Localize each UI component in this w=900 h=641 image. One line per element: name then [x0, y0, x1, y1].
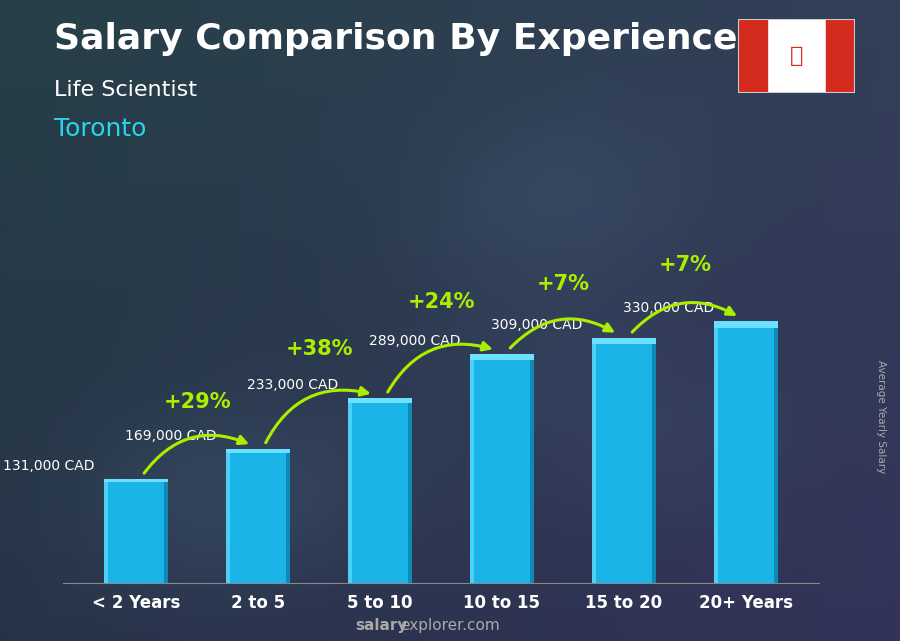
Text: salary: salary	[356, 619, 408, 633]
Text: explorer.com: explorer.com	[400, 619, 500, 633]
Bar	[471, 354, 534, 583]
Bar	[592, 338, 655, 583]
Bar	[592, 338, 655, 344]
Bar	[348, 399, 352, 583]
Bar	[652, 338, 655, 583]
Bar	[714, 321, 778, 583]
Bar	[471, 354, 534, 360]
Bar	[348, 399, 411, 403]
Bar	[164, 479, 168, 583]
Bar	[286, 449, 290, 583]
Text: 330,000 CAD: 330,000 CAD	[623, 301, 714, 315]
Bar	[408, 399, 411, 583]
Bar	[227, 449, 290, 583]
Text: Average Yearly Salary: Average Yearly Salary	[877, 360, 886, 473]
Text: 🍁: 🍁	[790, 46, 803, 66]
Bar	[738, 19, 767, 93]
Bar	[530, 354, 534, 583]
Text: +24%: +24%	[407, 292, 475, 312]
Bar	[714, 321, 718, 583]
Text: 131,000 CAD: 131,000 CAD	[4, 459, 94, 473]
Text: Salary Comparison By Experience: Salary Comparison By Experience	[54, 22, 737, 56]
Bar	[104, 479, 168, 482]
Bar	[774, 321, 778, 583]
Bar	[592, 338, 596, 583]
Text: +38%: +38%	[285, 338, 353, 359]
Text: +7%: +7%	[659, 254, 711, 274]
Bar	[826, 19, 855, 93]
Bar	[471, 354, 474, 583]
Text: Life Scientist: Life Scientist	[54, 80, 197, 100]
Text: 233,000 CAD: 233,000 CAD	[248, 378, 338, 392]
Bar	[714, 321, 778, 328]
Text: +7%: +7%	[536, 274, 590, 294]
Text: +29%: +29%	[163, 392, 231, 412]
Text: 169,000 CAD: 169,000 CAD	[125, 429, 217, 443]
Text: Toronto: Toronto	[54, 117, 147, 140]
Bar	[227, 449, 290, 453]
Bar	[227, 449, 230, 583]
Bar	[104, 479, 168, 583]
Text: 309,000 CAD: 309,000 CAD	[491, 318, 582, 332]
Text: 289,000 CAD: 289,000 CAD	[369, 333, 461, 347]
Bar	[348, 399, 411, 583]
Bar	[104, 479, 108, 583]
